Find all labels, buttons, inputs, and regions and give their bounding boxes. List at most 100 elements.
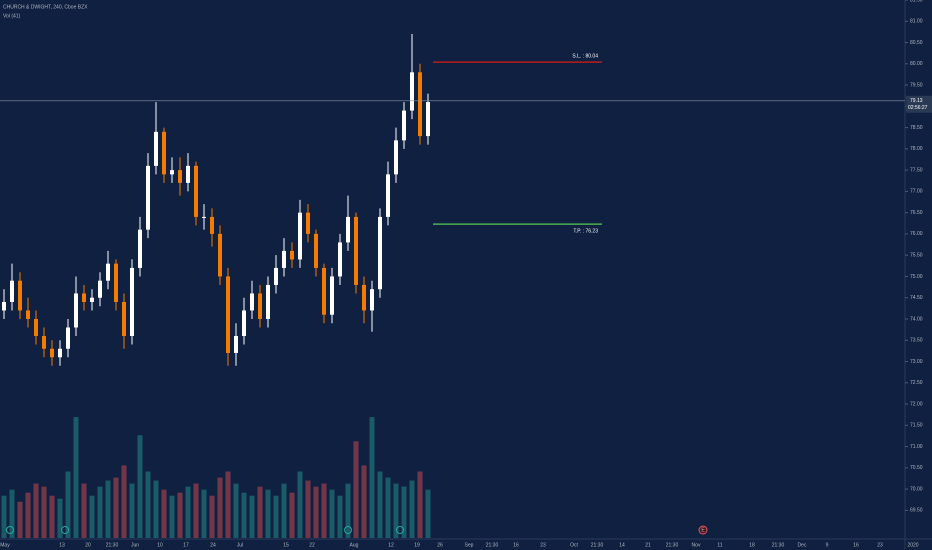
chart-title: CHURCH & DWIGHT, 240, Cboe BZX xyxy=(3,4,88,10)
y-tick-label: 73.50 xyxy=(910,338,923,344)
x-tick-label: 13 xyxy=(59,542,65,548)
x-tick-label: 23 xyxy=(877,542,883,548)
x-tick-label: 21:30 xyxy=(772,542,785,548)
volume-bar xyxy=(241,492,247,538)
volume-title: Vol (41) xyxy=(3,13,21,19)
volume-bar xyxy=(361,465,367,538)
y-tick-label: 79.50 xyxy=(910,82,923,88)
volume-bar xyxy=(161,489,167,538)
x-tick-label: 17 xyxy=(183,542,189,548)
volume-bar xyxy=(233,483,239,538)
x-tick-label: 24 xyxy=(210,542,216,548)
volume-bar xyxy=(225,471,231,538)
candle-body xyxy=(282,250,286,268)
candle-body xyxy=(202,216,206,218)
candle-body xyxy=(74,293,78,328)
candle-body xyxy=(306,212,310,234)
x-tick-label: Sep xyxy=(465,542,474,548)
y-tick-label: 70.00 xyxy=(910,486,923,492)
y-tick-label: 69.50 xyxy=(910,508,923,514)
volume-bar xyxy=(337,495,343,538)
candle-body xyxy=(378,216,382,290)
x-tick-label: 21:30 xyxy=(486,542,499,548)
level-label: S.L. : 80.04 xyxy=(572,53,598,59)
x-tick-label: 20 xyxy=(85,542,91,548)
candle-body xyxy=(330,276,334,315)
x-tick-label: Oct xyxy=(570,542,578,548)
y-tick-label: 78.50 xyxy=(910,125,923,131)
y-tick-label: 81.00 xyxy=(910,19,923,25)
candle-body xyxy=(26,310,30,319)
candle-body xyxy=(10,280,14,302)
dividend-marker xyxy=(344,526,352,534)
candle-body xyxy=(186,165,190,183)
candle-body xyxy=(354,216,358,285)
candle-body xyxy=(146,165,150,230)
x-tick-label: 12 xyxy=(388,542,394,548)
y-tick-label: 71.00 xyxy=(910,444,923,450)
volume-bar xyxy=(153,480,159,538)
candle-body xyxy=(322,267,326,315)
x-tick-label: 19 xyxy=(414,542,420,548)
candle-body xyxy=(242,310,246,336)
volume-bar xyxy=(177,492,183,538)
candle-body xyxy=(258,293,262,319)
candle-body xyxy=(426,102,430,137)
candle-body xyxy=(114,263,118,302)
y-tick-label: 74.00 xyxy=(910,316,923,322)
candle-body xyxy=(154,131,158,166)
countdown-label: 02:56:27 xyxy=(908,105,928,111)
candle-body xyxy=(138,229,142,268)
volume-bar xyxy=(185,486,191,538)
last-price-label: 79.13 xyxy=(910,98,923,104)
y-tick-label: 75.50 xyxy=(910,253,923,259)
last-price-box xyxy=(906,95,932,113)
volume-bar xyxy=(313,486,319,538)
x-tick-label: Jun xyxy=(131,542,139,548)
candle-body xyxy=(234,335,238,353)
y-tick-label: 77.50 xyxy=(910,167,923,173)
volume-bar xyxy=(209,495,215,538)
candle-body xyxy=(122,301,126,336)
volume-bar xyxy=(257,486,263,538)
x-tick-label: 16 xyxy=(853,542,859,548)
volume-bar xyxy=(105,480,111,538)
x-tick-label: Aug xyxy=(350,542,359,548)
volume-bar xyxy=(33,483,39,538)
volume-bar xyxy=(417,471,423,538)
volume-bar xyxy=(49,495,55,538)
volume-bar xyxy=(145,471,151,538)
volume-bar xyxy=(137,435,143,538)
volume-bar xyxy=(81,483,87,538)
volume-bar xyxy=(297,471,303,538)
candle-body xyxy=(170,170,174,175)
x-tick-label: 9 xyxy=(826,542,829,548)
x-tick-label: 21:30 xyxy=(666,542,679,548)
candle-body xyxy=(394,140,398,175)
candle-body xyxy=(66,327,70,349)
volume-bar xyxy=(73,417,79,538)
candle-body xyxy=(362,284,366,311)
y-tick-label: 78.00 xyxy=(910,146,923,152)
volume-bar xyxy=(273,495,279,538)
candle-body xyxy=(42,335,46,349)
y-tick-label: 76.50 xyxy=(910,210,923,216)
y-tick-label: 80.50 xyxy=(910,40,923,46)
volume-bar xyxy=(97,486,103,538)
earnings-marker-label: E xyxy=(701,527,705,533)
volume-bar xyxy=(281,483,287,538)
candle-body xyxy=(250,293,254,311)
x-tick-label: 21:30 xyxy=(106,542,119,548)
volume-bar xyxy=(321,483,327,538)
x-tick-label: 22 xyxy=(309,542,315,548)
dividend-marker xyxy=(6,526,14,534)
volume-bar xyxy=(409,480,415,538)
y-tick-label: 81.50 xyxy=(910,0,923,3)
candle-body xyxy=(274,267,278,285)
y-tick-label: 72.50 xyxy=(910,380,923,386)
volume-bar xyxy=(217,477,223,538)
x-tick-label: 10 xyxy=(157,542,163,548)
dividend-marker xyxy=(61,526,69,534)
y-tick-label: 74.50 xyxy=(910,295,923,301)
